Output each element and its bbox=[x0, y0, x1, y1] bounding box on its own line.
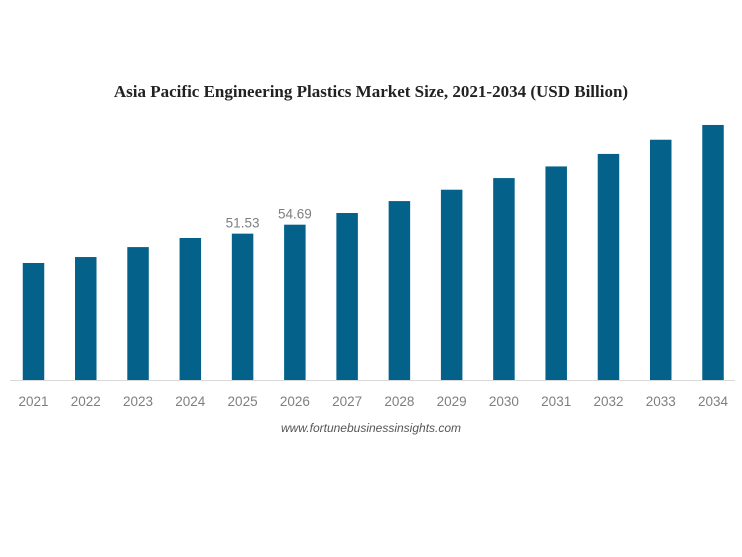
data-label-2025: 51.53 bbox=[226, 216, 260, 231]
x-tick-label-2027: 2027 bbox=[332, 394, 362, 409]
x-tick-label-2029: 2029 bbox=[437, 394, 467, 409]
x-tick-label-2025: 2025 bbox=[228, 394, 258, 409]
bar-2023 bbox=[127, 247, 149, 380]
source-watermark: www.fortunebusinessinsights.com bbox=[280, 421, 462, 435]
x-tick-label-2023: 2023 bbox=[123, 394, 153, 409]
x-tick-label-2028: 2028 bbox=[384, 394, 414, 409]
bar-2027 bbox=[336, 213, 358, 380]
x-tick-label-2024: 2024 bbox=[175, 394, 206, 409]
bar-2032 bbox=[597, 153, 620, 380]
bar-2024 bbox=[179, 238, 202, 380]
bar-2025 bbox=[231, 233, 254, 380]
bar-2030 bbox=[493, 178, 515, 380]
x-tick-label-2026: 2026 bbox=[280, 394, 310, 409]
bar-2028 bbox=[388, 201, 411, 380]
chart-title: Asia Pacific Engineering Plastics Market… bbox=[113, 82, 629, 101]
x-tick-label-2033: 2033 bbox=[646, 394, 676, 409]
bar-2026 bbox=[284, 224, 306, 380]
bar-2033 bbox=[649, 139, 672, 380]
bar-2021 bbox=[22, 262, 45, 380]
x-tick-label-2022: 2022 bbox=[71, 394, 101, 409]
x-tick-label-2032: 2032 bbox=[593, 394, 623, 409]
bar-2034 bbox=[702, 124, 724, 380]
data-label-2026: 54.69 bbox=[278, 207, 312, 222]
x-tick-label-2021: 2021 bbox=[18, 394, 48, 409]
x-tick-label-2030: 2030 bbox=[489, 394, 519, 409]
bar-2022 bbox=[75, 257, 97, 380]
bar-2031 bbox=[545, 166, 567, 380]
x-tick-label-2034: 2034 bbox=[698, 394, 729, 409]
bar-2029 bbox=[440, 189, 463, 380]
x-tick-label-2031: 2031 bbox=[541, 394, 571, 409]
